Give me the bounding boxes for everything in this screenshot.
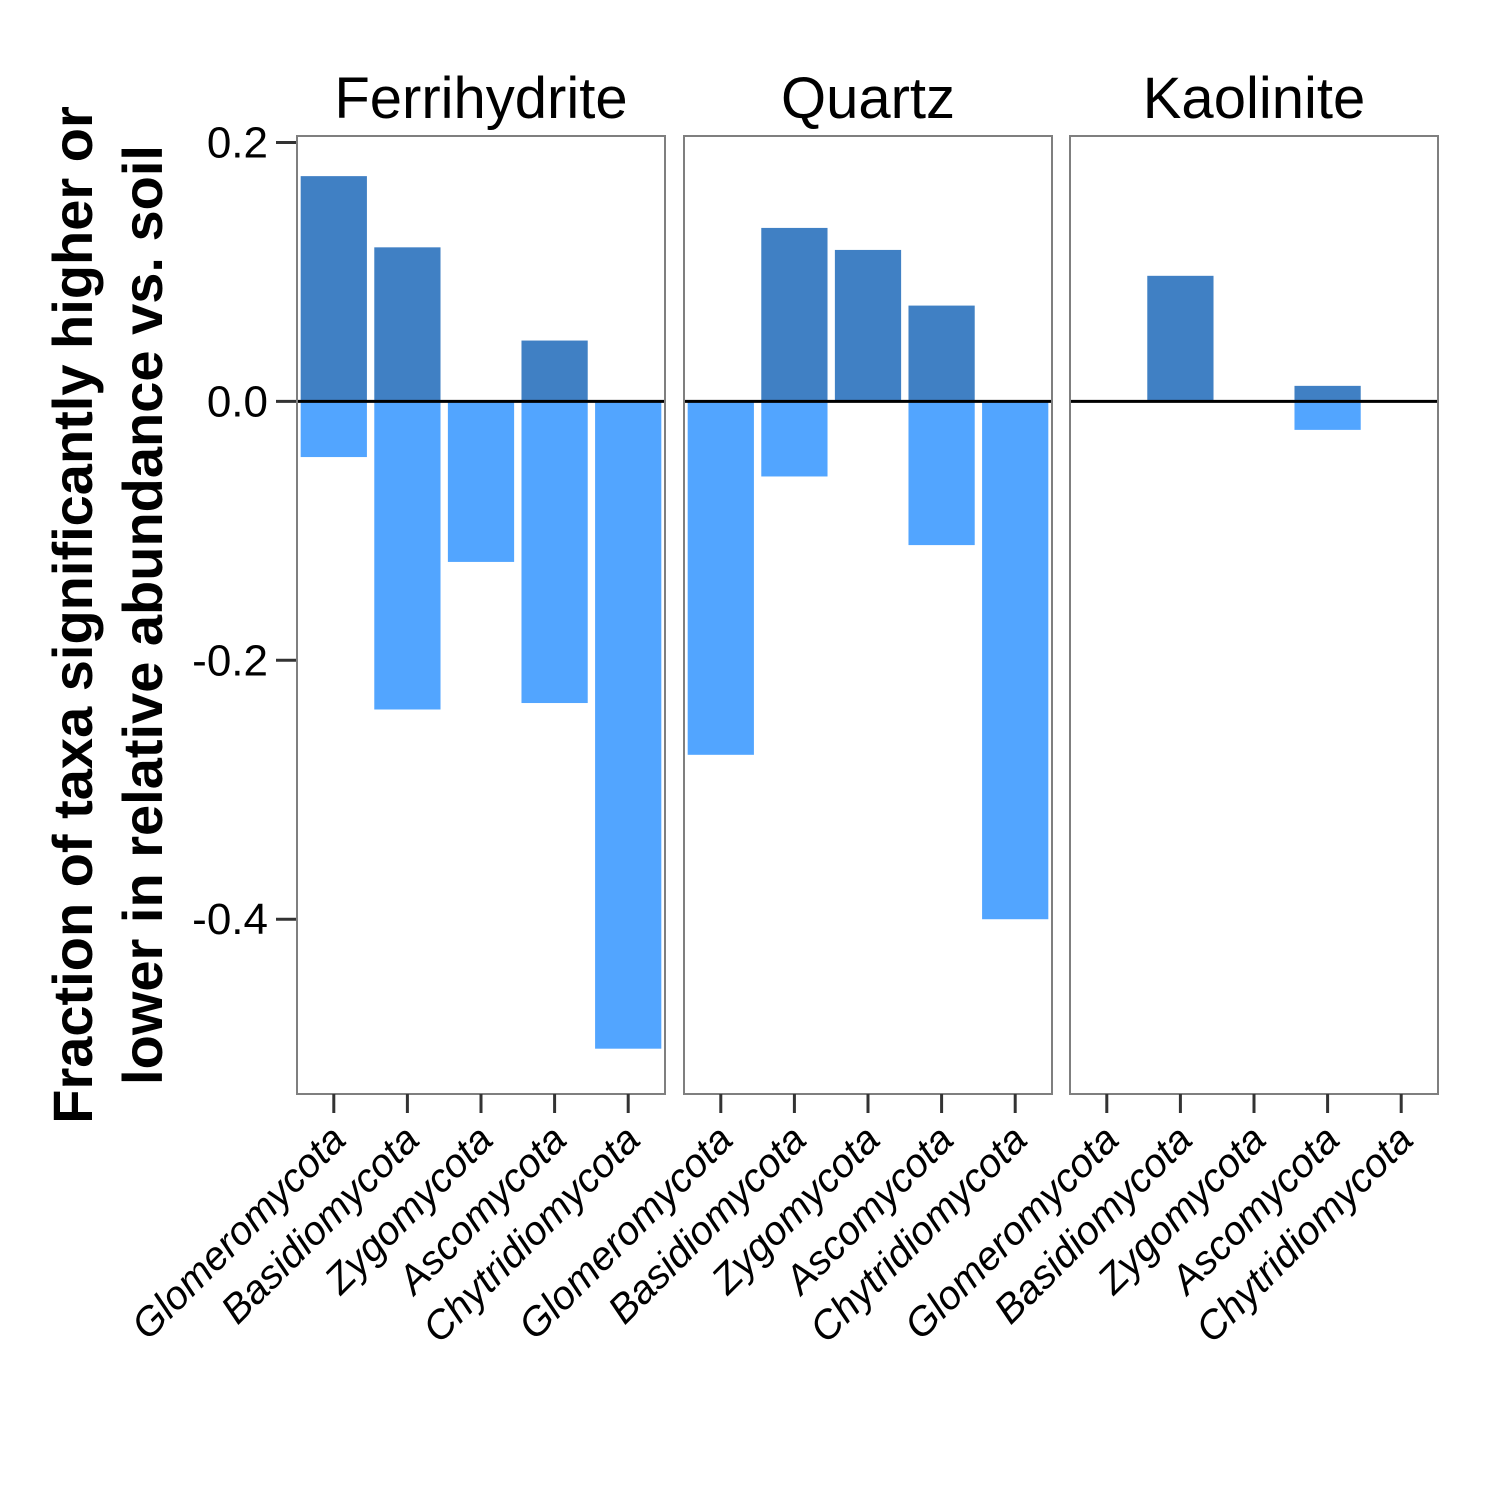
y-axis-label-line: lower in relative abundance vs. soil [111,145,174,1085]
panel-border [1069,135,1439,1095]
bar-lower-basidiomycota [761,401,828,477]
y-axis: 0.2 0.0 -0.2 -0.4 [192,118,297,944]
bar-lower-ascomycota [908,401,975,546]
bar-higher-ascomycota [1294,385,1361,402]
y-tick-label: 0.2 [207,118,268,167]
y-axis-label-line: Fraction of taxa significantly higher or [41,106,104,1124]
facet-panels: FerrihydriteGlomeromycotaBasidiomycotaZy… [123,66,1439,1351]
bar-lower-ascomycota [1294,401,1361,430]
bar-lower-chytridiomycota [595,401,662,1049]
facet-panel-ferrihydrite: FerrihydriteGlomeromycotaBasidiomycotaZy… [123,66,666,1351]
y-tick-label: 0.0 [207,377,268,426]
y-tick-label: -0.2 [192,636,268,685]
facet-label: Kaolinite [1143,66,1365,131]
bar-higher-ascomycota [908,305,975,402]
bar-higher-zygomycota [834,249,902,402]
bar-lower-glomeromycota [687,401,754,755]
facet-label: Ferrihydrite [334,66,627,131]
bar-lower-chytridiomycota [982,401,1049,920]
bar-lower-basidiomycota [374,401,441,710]
y-axis-title: Fraction of taxa significantly higher or… [41,106,174,1124]
bar-lower-glomeromycota [300,401,367,458]
bar-higher-glomeromycota [300,176,367,402]
bar-higher-basidiomycota [374,247,441,402]
facet-label: Quartz [781,66,955,131]
bar-lower-zygomycota [447,401,515,562]
bar-higher-basidiomycota [1147,275,1214,402]
y-tick-label: -0.4 [192,895,268,944]
bar-higher-ascomycota [521,340,588,402]
bar-higher-basidiomycota [761,227,828,402]
bar-lower-ascomycota [521,401,588,704]
